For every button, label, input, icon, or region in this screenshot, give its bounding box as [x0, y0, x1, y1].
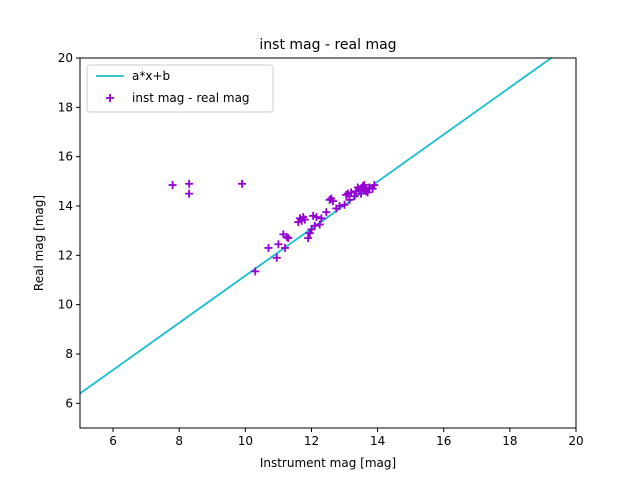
y-tick-label: 14: [58, 199, 73, 213]
data-point: [328, 197, 337, 206]
data-point: [304, 234, 313, 243]
data-point: [185, 179, 194, 188]
y-tick-label: 10: [58, 298, 73, 312]
data-point: [284, 234, 293, 243]
x-tick-label: 18: [502, 434, 517, 448]
plot-area: [80, 58, 576, 428]
data-point: [360, 181, 369, 190]
plot-frame: [79, 57, 577, 429]
legend-entry-scatter: inst mag - real mag: [132, 91, 250, 105]
data-point: [363, 188, 372, 197]
data-point: [368, 184, 377, 193]
data-point: [342, 190, 351, 199]
data-point: [168, 181, 177, 190]
data-point: [317, 214, 326, 223]
series-layer: [80, 58, 552, 395]
data-point: [315, 220, 324, 229]
data-point: [305, 229, 314, 238]
data-point: [335, 202, 344, 210]
data-point: [264, 243, 273, 252]
y-tick-label: 18: [58, 100, 73, 114]
x-tick-label: 14: [370, 434, 385, 448]
data-point: [238, 179, 247, 188]
legend: a*x+b inst mag - real mag: [86, 64, 274, 113]
data-point: [310, 221, 319, 230]
data-point: [340, 200, 349, 209]
x-tick-label: 6: [109, 434, 117, 448]
data-point: [322, 208, 331, 217]
data-point: [370, 181, 379, 190]
x-axis-label: Instrument mag [mag]: [260, 456, 396, 470]
legend-entry-line: a*x+b: [132, 69, 170, 83]
x-axis: 6 8 10 12 14 16 18 20: [109, 428, 584, 448]
x-tick-label: 16: [436, 434, 451, 448]
x-tick-label: 8: [175, 434, 183, 448]
data-point: [281, 243, 290, 252]
y-tick-label: 20: [58, 51, 73, 65]
data-point: [274, 240, 283, 249]
data-point: [185, 189, 194, 198]
data-point: [300, 215, 309, 224]
y-tick-label: 12: [58, 248, 73, 262]
data-point: [350, 192, 359, 201]
y-tick-label: 6: [65, 396, 73, 410]
y-axis: 6 8 10 12 14 16 18 20: [58, 51, 80, 410]
x-tick-label: 10: [238, 434, 253, 448]
data-point: [251, 267, 260, 276]
x-tick-label: 20: [568, 434, 583, 448]
y-axis-label: Real mag [mag]: [32, 195, 46, 291]
legend-box: [86, 64, 274, 113]
y-tick-label: 8: [65, 347, 73, 361]
data-point: [357, 189, 366, 198]
legend-plus-glyph: [106, 94, 114, 102]
data-point: [272, 253, 281, 262]
data-point: [312, 213, 321, 222]
legend-plus-marker: [106, 94, 114, 102]
y-tick-label: 16: [58, 150, 73, 164]
chart-title: inst mag - real mag: [259, 37, 396, 53]
data-point: [282, 232, 291, 241]
data-point: [345, 195, 354, 204]
x-tick-label: 12: [304, 434, 319, 448]
